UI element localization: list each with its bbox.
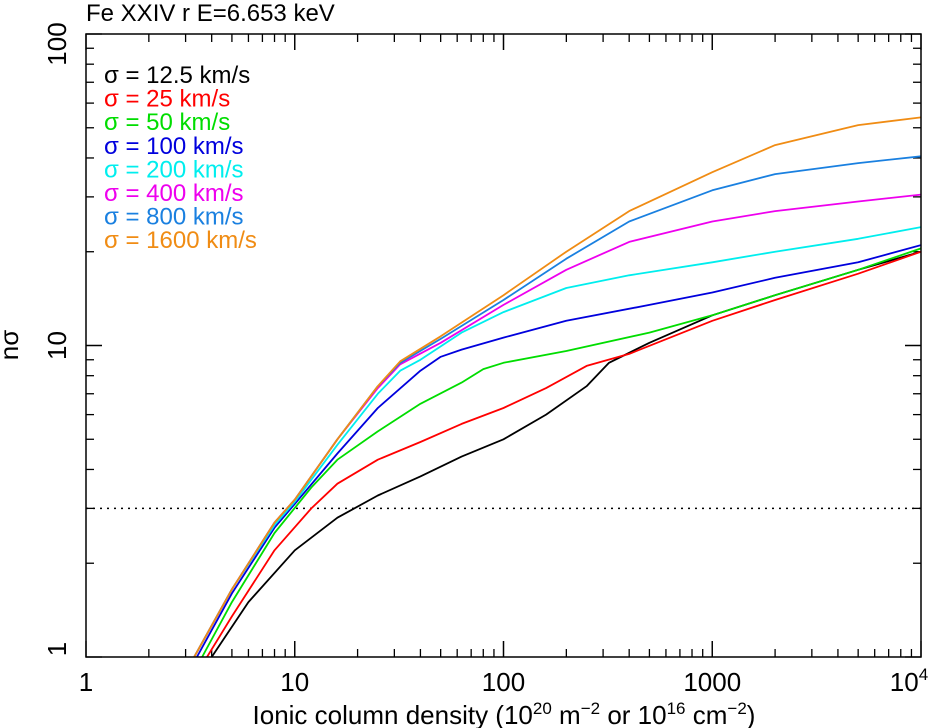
series-line-2 — [201, 247, 921, 657]
x-tick-label: 104 — [890, 665, 928, 697]
x-tick-label: 100 — [482, 667, 525, 697]
x-tick-labels: 1 10 100 1000 104 — [79, 665, 928, 697]
y-tick-label: 1 — [42, 642, 72, 656]
plot-area — [85, 33, 922, 658]
x-tick-label: 1 — [79, 667, 93, 697]
legend-entry: σ = 200 km/s — [104, 156, 244, 183]
series-line-1 — [206, 250, 921, 657]
legend: σ = 12.5 km/sσ = 25 km/sσ = 50 km/sσ = 1… — [104, 62, 257, 254]
legend-entry: σ = 400 km/s — [104, 180, 244, 207]
series-line-0 — [210, 250, 921, 657]
series-line-4 — [193, 226, 921, 657]
legend-entry: σ = 12.5 km/s — [104, 62, 250, 89]
x-axis-label: Ionic column density (1020 m−2 or 1016 c… — [253, 699, 756, 728]
series-line-7 — [193, 116, 921, 657]
legend-entry: σ = 100 km/s — [104, 133, 244, 160]
plot-frame — [85, 33, 922, 658]
y-axis-label: nσ — [0, 330, 24, 361]
legend-entry: σ = 800 km/s — [104, 204, 244, 231]
chart-title: Fe XXIV r E=6.653 keV — [86, 0, 335, 27]
y-tick-labels: 1 10 100 — [42, 22, 72, 656]
x-tick-label: 1000 — [683, 667, 741, 697]
legend-entry: σ = 50 km/s — [104, 109, 230, 136]
x-tick-label: 10 — [280, 667, 309, 697]
legend-entry: σ = 1600 km/s — [104, 227, 257, 254]
y-tick-label: 10 — [42, 331, 72, 360]
series-line-3 — [196, 244, 921, 657]
series-lines — [193, 116, 921, 657]
y-tick-label: 100 — [42, 22, 72, 65]
legend-entry: σ = 25 km/s — [104, 86, 230, 113]
